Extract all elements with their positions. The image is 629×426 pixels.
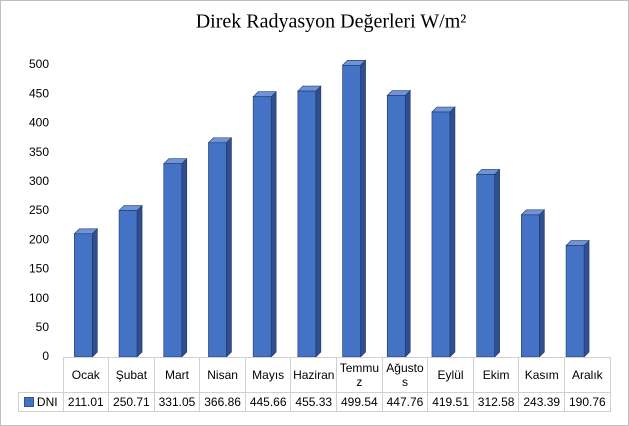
bar-side bbox=[539, 209, 545, 358]
bar bbox=[520, 209, 546, 358]
bar bbox=[118, 204, 143, 358]
y-tick-label: 0 bbox=[42, 349, 49, 363]
x-tick-label: Mayıs bbox=[244, 357, 292, 393]
bar-side bbox=[92, 228, 98, 358]
value-label: 445.66 bbox=[244, 392, 292, 412]
bar-side bbox=[226, 137, 232, 358]
value-label: 211.01 bbox=[62, 392, 110, 412]
x-tick-label: Aralık bbox=[564, 357, 611, 393]
bar-side bbox=[270, 91, 277, 358]
bar-front bbox=[386, 95, 406, 358]
bar-side bbox=[404, 89, 411, 358]
bar-side bbox=[315, 85, 322, 358]
value-label: 243.39 bbox=[518, 392, 566, 412]
y-tick-label: 200 bbox=[29, 232, 49, 246]
bar-side bbox=[494, 168, 500, 358]
x-tick-label: Eylül bbox=[427, 357, 474, 393]
y-tick-label: 250 bbox=[29, 203, 49, 217]
bar-front bbox=[297, 90, 317, 358]
bar bbox=[163, 157, 188, 358]
x-tick-label: Ekim bbox=[472, 357, 520, 393]
value-label: 447.76 bbox=[381, 392, 429, 412]
bar bbox=[565, 239, 590, 358]
legend-label: DNI bbox=[36, 395, 58, 409]
x-tick-label: Kasım bbox=[518, 357, 566, 393]
value-label: 331.05 bbox=[153, 392, 201, 412]
y-tick-label: 50 bbox=[36, 320, 50, 334]
bar bbox=[475, 168, 501, 358]
bar-front bbox=[431, 111, 451, 358]
bar-side bbox=[360, 59, 366, 358]
x-tick-label: Temmuz bbox=[336, 357, 383, 393]
bar-front bbox=[208, 142, 227, 358]
bar-side bbox=[583, 239, 590, 358]
bar bbox=[341, 59, 367, 358]
category-row: Ocak Şubat Mart Nisan Mayıs Haziran Temmuz Ağus… bbox=[18, 357, 611, 393]
y-tick-label: 350 bbox=[29, 145, 49, 159]
y-tick-label: 450 bbox=[29, 86, 49, 100]
bar bbox=[431, 106, 456, 358]
value-row: DNI 211.01 250.71 331.05 366.86 445.66 455.33… bbox=[18, 392, 611, 412]
bar bbox=[207, 137, 233, 358]
y-tick-label: 400 bbox=[29, 116, 49, 130]
bar-front bbox=[118, 210, 138, 358]
y-tick-label: 500 bbox=[29, 57, 49, 71]
bar bbox=[73, 228, 99, 358]
x-tick-label: Şubat bbox=[108, 357, 155, 393]
chart-title: Direk Radyasyon Değerleri W/m² bbox=[196, 11, 467, 33]
x-tick-label: Haziran bbox=[290, 357, 338, 393]
bar bbox=[386, 89, 411, 358]
bar-front bbox=[74, 233, 93, 358]
bar-front bbox=[342, 64, 361, 358]
value-label: 419.51 bbox=[427, 392, 474, 412]
value-label: 499.54 bbox=[336, 392, 383, 412]
bar bbox=[297, 85, 322, 358]
value-label: 312.58 bbox=[472, 392, 520, 412]
bar-side bbox=[136, 204, 143, 358]
value-label: 455.33 bbox=[290, 392, 338, 412]
bar-front bbox=[521, 214, 540, 358]
data-table: Ocak Şubat Mart Nisan Mayıs Haziran Temmuz Ağus… bbox=[18, 357, 611, 412]
x-tick-label: Ocak bbox=[62, 357, 110, 393]
blank-cell bbox=[18, 357, 64, 393]
bar-front bbox=[163, 163, 183, 358]
x-tick-label: Mart bbox=[153, 357, 201, 393]
y-tick-label: 150 bbox=[29, 262, 49, 276]
x-tick-label: Ağustos bbox=[381, 357, 429, 393]
bar bbox=[252, 91, 277, 358]
value-label: 366.86 bbox=[199, 392, 246, 412]
bar-front bbox=[476, 174, 495, 358]
bar-side bbox=[181, 157, 188, 358]
bar-front bbox=[565, 245, 585, 358]
value-label: 190.76 bbox=[564, 392, 611, 412]
y-tick-label: 300 bbox=[29, 174, 49, 188]
legend-key bbox=[23, 397, 34, 407]
bar-side bbox=[449, 106, 456, 358]
x-tick-label: Nisan bbox=[199, 357, 246, 393]
value-label: 250.71 bbox=[108, 392, 155, 412]
y-tick-label: 100 bbox=[29, 291, 49, 305]
bar-front bbox=[252, 96, 272, 358]
legend-cell: DNI bbox=[18, 392, 64, 412]
